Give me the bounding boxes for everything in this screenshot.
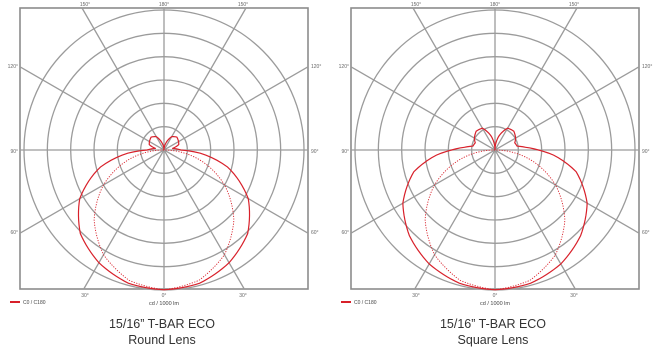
angle-tick-label: 120° xyxy=(642,64,652,70)
angle-tick-label: 90° xyxy=(10,149,18,155)
angle-tick-label: 150° xyxy=(411,2,421,8)
angle-tick-label: 60° xyxy=(642,230,650,236)
chart-title: 15/16” T-BAR ECO xyxy=(108,317,216,331)
chart-subtitle: Round Lens xyxy=(128,333,196,347)
angle-tick-label: 90° xyxy=(311,149,319,155)
angle-tick-label: 120° xyxy=(339,64,349,70)
polar-chart-square-lens: 0° 30° 60° 90° 120° 150° 180° 150° 120° 90° 60° 30°… xyxy=(339,2,653,307)
chart-caption: 15/16” T-BAR ECO Round Lens xyxy=(2,316,322,348)
chart-subtitle: Square Lens xyxy=(457,333,529,347)
angle-tick-label: 0° xyxy=(162,293,167,299)
grid-spoke xyxy=(414,7,578,290)
legend: C0 / C180 xyxy=(10,300,46,306)
angle-tick-label: 30° xyxy=(412,293,420,299)
angle-tick-label: 150° xyxy=(80,2,90,8)
polar-grid xyxy=(350,7,640,291)
chart-panel-square-lens: 0° 30° 60° 90° 120° 150° 180° 150° 120° 90° 60° 30°… xyxy=(333,0,653,356)
angle-tick-label: 60° xyxy=(311,230,319,236)
legend-label: C0 / C180 xyxy=(354,300,377,306)
grid-spoke xyxy=(83,7,247,290)
legend-label: C0 / C180 xyxy=(23,300,46,306)
unit-label: cd / 1000 lm xyxy=(480,301,510,307)
angle-tick-label: 0° xyxy=(493,293,498,299)
angle-tick-label: 180° xyxy=(159,2,169,8)
series-curve-dotted xyxy=(424,149,566,291)
unit-label: cd / 1000 lm xyxy=(149,301,179,307)
angle-tick-label: 30° xyxy=(239,293,247,299)
angle-tick-label: 150° xyxy=(238,2,248,8)
angle-tick-label: 30° xyxy=(81,293,89,299)
angle-tick-label: 60° xyxy=(10,230,18,236)
angle-tick-label: 30° xyxy=(570,293,578,299)
angle-tick-label: 90° xyxy=(341,149,349,155)
grid-spoke xyxy=(412,7,576,290)
angle-tick-label: 150° xyxy=(569,2,579,8)
angle-tick-label: 60° xyxy=(341,230,349,236)
angle-tick-label: 180° xyxy=(490,2,500,8)
angle-tick-label: 120° xyxy=(311,64,321,70)
chart-panel-round-lens: 0° 30° 60° 90° 120° 150° 180° 150° 120° 90° 60° 30°… xyxy=(2,0,322,356)
angle-tick-label: 90° xyxy=(642,149,650,155)
angle-tick-label: 120° xyxy=(8,64,18,70)
chart-caption: 15/16” T-BAR ECO Square Lens xyxy=(333,316,653,348)
legend: C0 / C180 xyxy=(341,300,377,306)
series-curve-dotted xyxy=(93,149,235,291)
grid-spoke xyxy=(81,7,245,290)
polar-chart-round-lens: 0° 30° 60° 90° 120° 150° 180° 150° 120° 90° 60° 30°… xyxy=(8,2,322,307)
chart-title: 15/16” T-BAR ECO xyxy=(439,317,547,331)
